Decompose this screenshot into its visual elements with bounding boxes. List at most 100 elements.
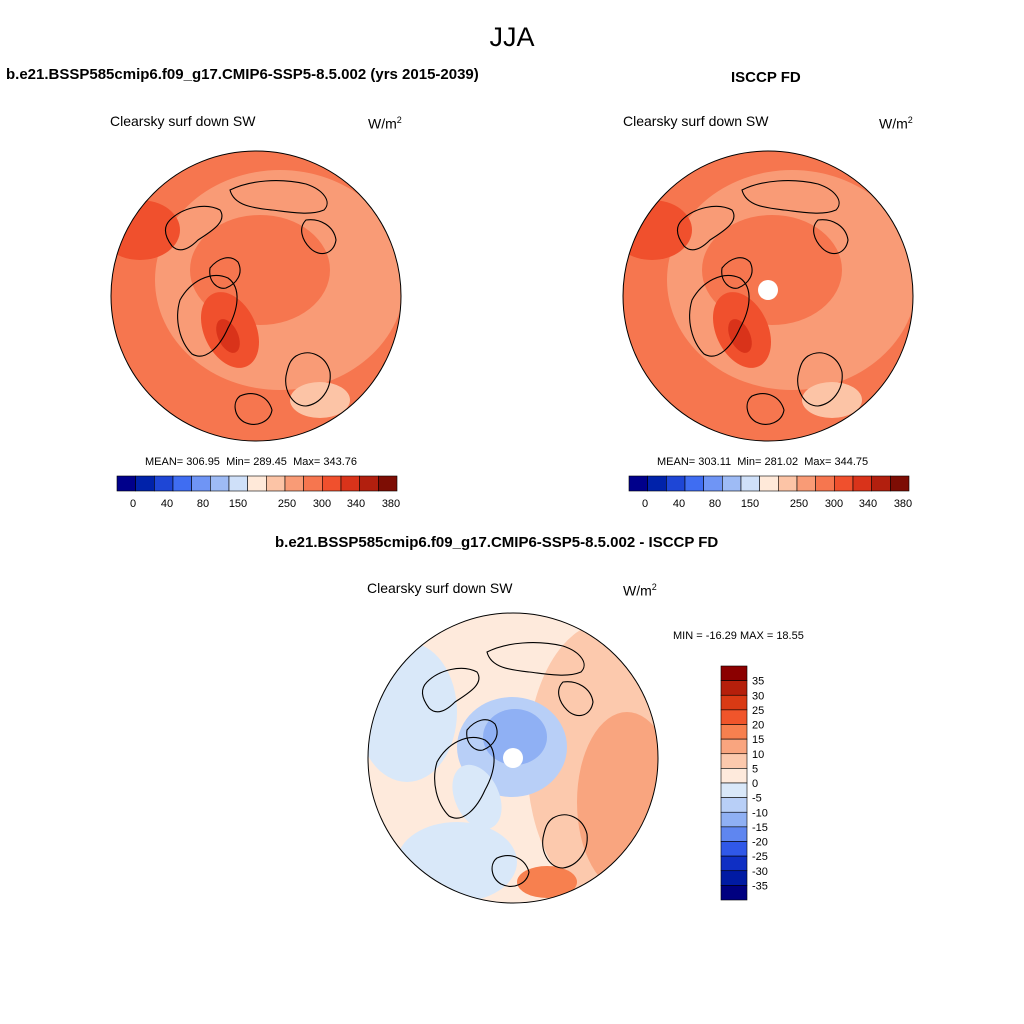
panel1-title: b.e21.BSSP585cmip6.f09_g17.CMIP6-SSP5-8.… [6,66,479,83]
colorbar-swatch [720,709,748,725]
colorbar-swatch [322,475,342,492]
colorbar-swatch [154,475,174,492]
coastline [434,736,495,819]
colorbar-tick-label: 0 [130,498,136,510]
colorbar-swatch [210,475,230,492]
colorbar-swatch [852,475,872,492]
colorbar-swatch [720,738,748,755]
diff-colorbar: 35 30 25 20 15 10 5 0 -5 -10 -15 -20 -25 -30 -35 [720,665,768,901]
colorbar-swatch [720,782,748,798]
colorbar-swatch [684,475,704,492]
colorbar-swatch [228,475,248,492]
colorbar-tick-label: 0 [752,778,758,790]
panel2-variable: Clearsky surf down SW [623,113,769,129]
coastline [285,352,331,407]
colorbar-tick-label: 10 [752,749,764,761]
colorbar-tick-label: 15 [752,734,764,746]
colorbar-swatch [720,885,748,901]
pole-missing-data [503,748,523,768]
colorbar-swatch [778,475,798,492]
colorbar-swatch [378,475,398,492]
coastline [421,667,480,713]
colorbar-swatch [666,475,686,492]
panel2-units: W/m2 [879,115,913,132]
colorbar-swatch [359,475,379,492]
colorbar-tick-label: 150 [741,498,759,510]
colorbar-swatch [815,475,835,492]
colorbar-swatch [740,475,760,492]
colorbar-swatch [647,475,667,492]
colorbar-swatch [720,826,748,842]
colorbar-swatch [871,475,891,492]
colorbar-swatch [720,855,748,872]
colorbar-tick-label: 80 [197,498,209,510]
colorbar-tick-label: 300 [825,498,843,510]
coastline [797,352,843,407]
colorbar-swatch [703,475,723,492]
map-border [110,150,402,442]
colorbar-swatch [720,811,748,828]
coastline [229,180,328,214]
colorbar-tick-label: -10 [752,807,768,819]
colorbar-tick-label: 25 [752,705,764,717]
colorbar-tick-label: 20 [752,720,764,732]
colorbar-swatch [720,680,748,696]
colorbar-swatch [303,475,323,492]
colorbar-tick-label: 340 [347,498,365,510]
coastline [558,681,594,717]
colorbar-tick-label: 340 [859,498,877,510]
coastline [741,180,840,214]
coastlines [676,180,849,425]
coastline [746,393,785,425]
colorbar-tick-label: 80 [709,498,721,510]
colorbar-tick-label: 40 [673,498,685,510]
colorbar-swatch [720,694,748,711]
field-greenland-core [216,319,240,353]
colorbar-tick-label: 40 [161,498,173,510]
colorbar-swatch [284,475,304,492]
panel1-units: W/m2 [368,115,402,132]
diff-west-cool [368,642,457,782]
panel1-polar-map [110,150,402,442]
coastline [301,219,337,255]
colorbar-swatch [116,475,136,492]
colorbar-swatch [890,475,910,492]
colorbar-tick-label: 380 [382,498,400,510]
coastline [542,814,588,869]
coastline [466,719,498,751]
colorbar-tick-label: -30 [752,866,768,878]
coastline [491,855,530,887]
season-title: JJA [489,22,535,52]
colorbar-swatch [720,841,748,857]
colorbar-swatch [720,797,748,813]
colorbar-swatch [796,475,816,492]
colorbar-swatch [628,475,648,492]
coastlines [164,180,337,425]
panel1-colorbar: 0 40 80 150 250 300 340 380 [116,475,400,510]
coastline [164,205,223,251]
colorbar-tick-label: 250 [790,498,808,510]
diff-south-cool [397,822,517,902]
colorbar-swatch [720,665,748,681]
colorbar-swatch [720,753,748,769]
colorbar-tick-label: -25 [752,851,768,863]
colorbar-tick-label: 150 [229,498,247,510]
panel1-stats: MEAN= 306.95 Min= 289.45 Max= 343.76 [145,456,357,468]
coastline [813,219,849,255]
field-greenland-core [728,319,752,353]
colorbar-swatch [759,475,779,492]
colorbar-tick-label: 250 [278,498,296,510]
map-field [111,151,401,441]
colorbar-swatch [266,475,286,492]
map-field [368,613,658,903]
colorbar-tick-label: -20 [752,837,768,849]
colorbar-tick-label: 0 [642,498,648,510]
colorbar-tick-label: -15 [752,822,768,834]
colorbar-swatch [720,870,748,886]
diff-south-hot [517,866,577,898]
diff-minmax: MIN = -16.29 MAX = 18.55 [673,630,804,642]
diff-title: b.e21.BSSP585cmip6.f09_g17.CMIP6-SSP5-8.… [275,534,719,551]
colorbar-swatch [191,475,211,492]
coastline [486,642,585,676]
diff-variable: Clearsky surf down SW [367,580,513,596]
